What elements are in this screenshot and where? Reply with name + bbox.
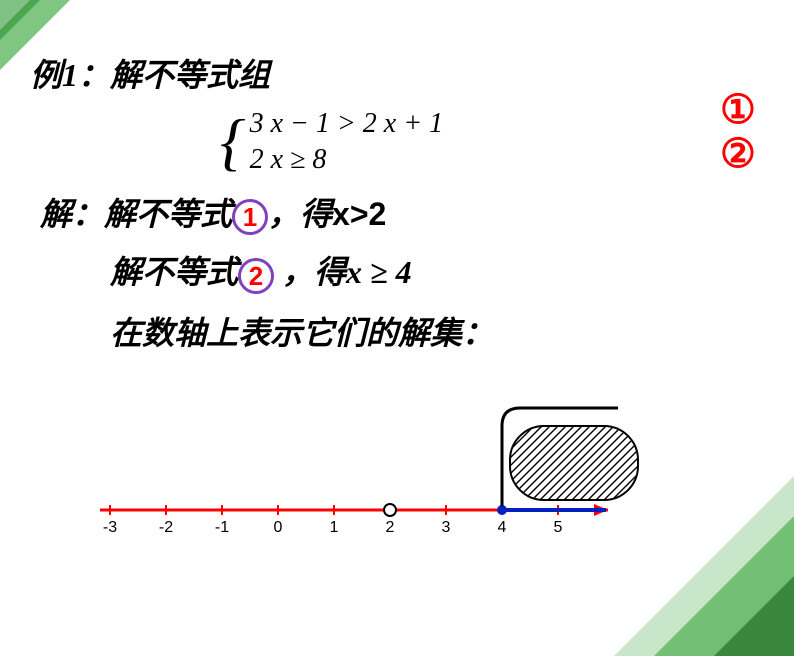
svg-text:3: 3 (442, 519, 451, 536)
equation-1: 3 x − 1 > 2 x + 1 (250, 106, 444, 142)
step-3: 在数轴上表示它们的解集： (110, 308, 764, 354)
step2-suffix: ，得 (274, 254, 346, 290)
step2-result: x ≥ 4 (346, 254, 412, 290)
svg-text:-1: -1 (215, 519, 229, 536)
svg-text:1: 1 (330, 519, 339, 536)
example-title: 例1：解不等式组 (30, 50, 764, 96)
circle-2: 2 (238, 258, 274, 294)
step2-prefix: 解不等式 (110, 254, 238, 290)
label-2: ② (720, 132, 756, 176)
circle-1: 1 (232, 199, 268, 235)
svg-text:4: 4 (498, 519, 507, 536)
svg-text:5: 5 (554, 519, 563, 536)
content-area: 例1：解不等式组 { 3 x − 1 > 2 x + 1 2 x ≥ 8 ① ②… (0, 0, 794, 354)
step-1: 解：解不等式1，得x>2 (40, 189, 764, 236)
label-1: ① (720, 88, 756, 132)
step1-prefix: 解：解不等式 (40, 196, 232, 232)
equations: 3 x − 1 > 2 x + 1 2 x ≥ 8 (250, 106, 444, 179)
svg-text:2: 2 (386, 519, 395, 536)
step-2: 解不等式2 ，得x ≥ 4 (110, 247, 764, 294)
equation-labels: ① ② (720, 88, 756, 176)
step1-result: x>2 (332, 196, 386, 232)
equation-system: { 3 x − 1 > 2 x + 1 2 x ≥ 8 ① ② (220, 106, 764, 179)
svg-text:-3: -3 (103, 519, 117, 536)
number-line: -3 -2 -1 0 1 2 3 4 5 (90, 400, 710, 580)
brace: { (220, 110, 246, 174)
equation-2: 2 x ≥ 8 (250, 142, 444, 178)
svg-text:0: 0 (274, 519, 283, 536)
step1-suffix: ，得 (268, 196, 332, 232)
svg-text:-2: -2 (159, 519, 173, 536)
